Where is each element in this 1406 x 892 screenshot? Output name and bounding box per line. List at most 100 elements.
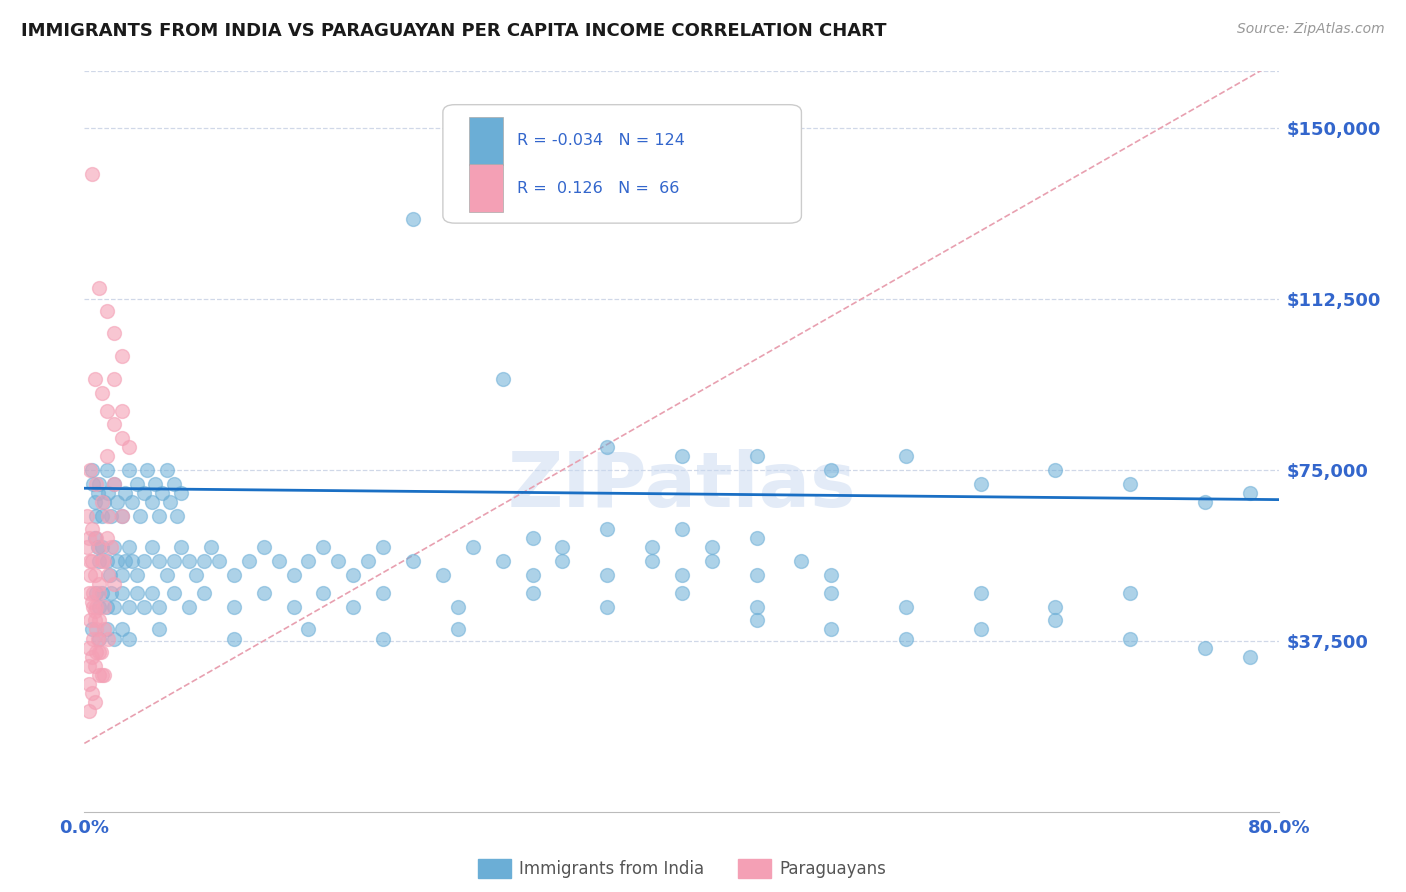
Point <box>77 677 100 691</box>
Point <box>671 586 693 600</box>
Point <box>86 508 108 523</box>
Point <box>1119 586 1142 600</box>
Point <box>86 476 108 491</box>
Point <box>100 508 122 523</box>
Point <box>90 645 112 659</box>
Point <box>100 586 122 600</box>
Point <box>1194 495 1216 509</box>
Point <box>551 554 574 568</box>
Point <box>141 586 163 600</box>
Point <box>80 686 103 700</box>
Point <box>745 450 768 464</box>
Point <box>87 541 110 555</box>
Point <box>700 541 723 555</box>
Point <box>103 599 125 614</box>
Point <box>87 632 110 646</box>
Point <box>1239 485 1261 500</box>
Point <box>970 476 993 491</box>
Point <box>1194 640 1216 655</box>
Point <box>222 599 245 614</box>
Point <box>970 623 993 637</box>
Point <box>894 632 917 646</box>
Point <box>118 463 141 477</box>
Legend: Immigrants from India, Paraguayans: Immigrants from India, Paraguayans <box>471 852 893 885</box>
Point <box>80 522 103 536</box>
Point <box>97 508 120 523</box>
Point <box>163 476 186 491</box>
Point <box>103 541 125 555</box>
Point <box>114 485 136 500</box>
Point <box>671 522 693 536</box>
Point <box>111 623 134 637</box>
Point <box>125 567 148 582</box>
Point <box>1045 599 1067 614</box>
Point <box>80 463 103 477</box>
Point <box>87 485 110 500</box>
Point <box>121 495 143 509</box>
Point <box>77 659 100 673</box>
Point <box>143 476 166 491</box>
Point <box>373 586 395 600</box>
Point <box>114 554 136 568</box>
Point <box>91 541 114 555</box>
Point <box>89 613 111 627</box>
Point <box>96 463 118 477</box>
Point <box>79 567 101 582</box>
Point <box>125 586 148 600</box>
Point <box>83 372 105 386</box>
Point <box>402 554 425 568</box>
Point <box>745 532 768 546</box>
Point <box>83 532 105 546</box>
Point <box>155 463 177 477</box>
FancyBboxPatch shape <box>443 104 801 223</box>
Point <box>132 485 156 500</box>
Point <box>700 554 723 568</box>
Point <box>312 586 335 600</box>
Point <box>83 695 105 709</box>
Point <box>1045 463 1067 477</box>
Point <box>91 385 114 400</box>
Point <box>98 567 121 582</box>
Point <box>253 541 276 555</box>
Point <box>328 554 350 568</box>
Point <box>105 554 128 568</box>
Point <box>118 541 141 555</box>
Point <box>745 567 768 582</box>
Point <box>522 567 544 582</box>
Point <box>820 567 842 582</box>
Point <box>91 508 114 523</box>
Point <box>894 450 917 464</box>
Point <box>97 485 120 500</box>
Point <box>193 554 215 568</box>
Point <box>671 567 693 582</box>
Point <box>97 632 120 646</box>
Point <box>492 554 515 568</box>
Point <box>1119 632 1142 646</box>
Point <box>105 495 128 509</box>
Point <box>820 586 842 600</box>
Point <box>373 541 395 555</box>
Point <box>141 495 163 509</box>
Point <box>125 476 148 491</box>
Point <box>91 495 114 509</box>
Point <box>820 623 842 637</box>
Point <box>447 623 470 637</box>
Point <box>96 623 118 637</box>
Point <box>111 508 134 523</box>
Point <box>77 586 100 600</box>
Point <box>432 567 454 582</box>
Point <box>79 463 101 477</box>
Point <box>89 281 111 295</box>
Point <box>297 554 319 568</box>
Point <box>118 599 141 614</box>
Point <box>148 554 170 568</box>
Point <box>83 567 105 582</box>
Point <box>222 567 245 582</box>
Point <box>163 586 186 600</box>
Point <box>253 586 276 600</box>
Point <box>177 554 200 568</box>
Point <box>745 599 768 614</box>
Point <box>790 554 813 568</box>
Point <box>97 567 120 582</box>
Point <box>522 586 544 600</box>
